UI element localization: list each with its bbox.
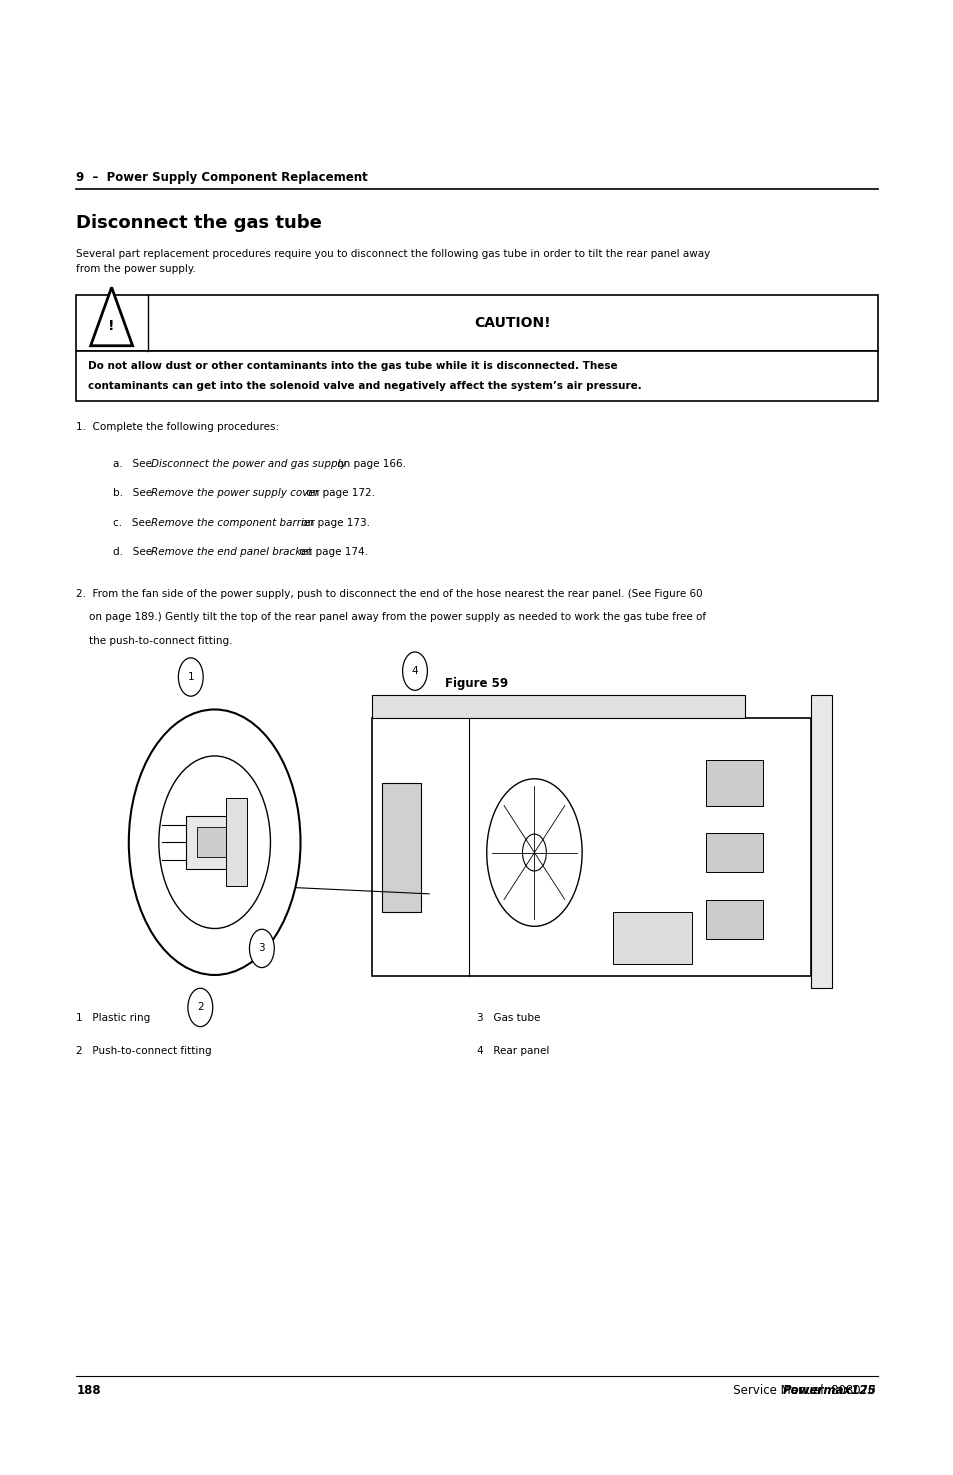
Text: contaminants can get into the solenoid valve and negatively affect the system’s : contaminants can get into the solenoid v… bbox=[88, 382, 640, 391]
Text: 3   Gas tube: 3 Gas tube bbox=[476, 1013, 539, 1024]
FancyBboxPatch shape bbox=[705, 760, 761, 805]
Text: 1.  Complete the following procedures:: 1. Complete the following procedures: bbox=[76, 422, 279, 432]
Text: 3: 3 bbox=[258, 944, 265, 953]
Text: on page 189.) Gently tilt the top of the rear panel away from the power supply a: on page 189.) Gently tilt the top of the… bbox=[76, 612, 706, 622]
Text: Service Manual  808070: Service Manual 808070 bbox=[677, 1384, 875, 1397]
Text: Disconnect the power and gas supply: Disconnect the power and gas supply bbox=[151, 459, 346, 469]
Polygon shape bbox=[91, 288, 132, 345]
Text: Remove the component barrier: Remove the component barrier bbox=[151, 518, 314, 528]
Text: !: ! bbox=[109, 319, 114, 333]
Text: on page 173.: on page 173. bbox=[297, 518, 369, 528]
FancyBboxPatch shape bbox=[810, 695, 831, 988]
Text: from the power supply.: from the power supply. bbox=[76, 264, 196, 274]
FancyBboxPatch shape bbox=[705, 900, 761, 940]
Text: 1: 1 bbox=[188, 673, 193, 681]
Text: 4   Rear panel: 4 Rear panel bbox=[476, 1046, 549, 1056]
Text: 4: 4 bbox=[412, 667, 417, 676]
Circle shape bbox=[402, 652, 427, 690]
Text: Do not allow dust or other contaminants into the gas tube while it is disconnect: Do not allow dust or other contaminants … bbox=[88, 361, 617, 370]
FancyBboxPatch shape bbox=[226, 798, 247, 886]
Text: on page 172.: on page 172. bbox=[303, 488, 375, 499]
Text: c.   See: c. See bbox=[112, 518, 154, 528]
Text: Disconnect the gas tube: Disconnect the gas tube bbox=[76, 214, 322, 232]
Text: 2: 2 bbox=[197, 1003, 203, 1012]
FancyBboxPatch shape bbox=[372, 718, 810, 976]
Circle shape bbox=[250, 929, 274, 968]
FancyBboxPatch shape bbox=[705, 833, 761, 872]
Text: 9  –  Power Supply Component Replacement: 9 – Power Supply Component Replacement bbox=[76, 171, 368, 184]
Text: 2   Push-to-connect fitting: 2 Push-to-connect fitting bbox=[76, 1046, 212, 1056]
Circle shape bbox=[178, 658, 203, 696]
Text: Figure 59: Figure 59 bbox=[445, 677, 508, 690]
Text: 188: 188 bbox=[76, 1384, 101, 1397]
Text: a.   See: a. See bbox=[112, 459, 154, 469]
FancyBboxPatch shape bbox=[372, 695, 744, 718]
Text: on page 174.: on page 174. bbox=[295, 547, 367, 558]
Text: CAUTION!: CAUTION! bbox=[474, 316, 551, 330]
FancyBboxPatch shape bbox=[186, 816, 243, 869]
Text: b.   See: b. See bbox=[112, 488, 154, 499]
Text: 1   Plastic ring: 1 Plastic ring bbox=[76, 1013, 151, 1024]
Text: Remove the end panel bracket: Remove the end panel bracket bbox=[151, 547, 312, 558]
Text: Several part replacement procedures require you to disconnect the following gas : Several part replacement procedures requ… bbox=[76, 249, 710, 260]
FancyBboxPatch shape bbox=[76, 295, 877, 351]
Text: d.   See: d. See bbox=[112, 547, 154, 558]
FancyBboxPatch shape bbox=[197, 827, 232, 857]
Circle shape bbox=[129, 709, 300, 975]
FancyBboxPatch shape bbox=[76, 351, 877, 401]
Text: Powermax125: Powermax125 bbox=[781, 1384, 875, 1397]
Text: Remove the power supply cover: Remove the power supply cover bbox=[151, 488, 318, 499]
Text: the push-to-connect fitting.: the push-to-connect fitting. bbox=[76, 636, 233, 646]
FancyBboxPatch shape bbox=[381, 783, 420, 912]
Text: 2.  From the fan side of the power supply, push to disconnect the end of the hos: 2. From the fan side of the power supply… bbox=[76, 589, 702, 599]
FancyBboxPatch shape bbox=[613, 912, 692, 963]
Circle shape bbox=[188, 988, 213, 1027]
Text: on page 166.: on page 166. bbox=[334, 459, 405, 469]
